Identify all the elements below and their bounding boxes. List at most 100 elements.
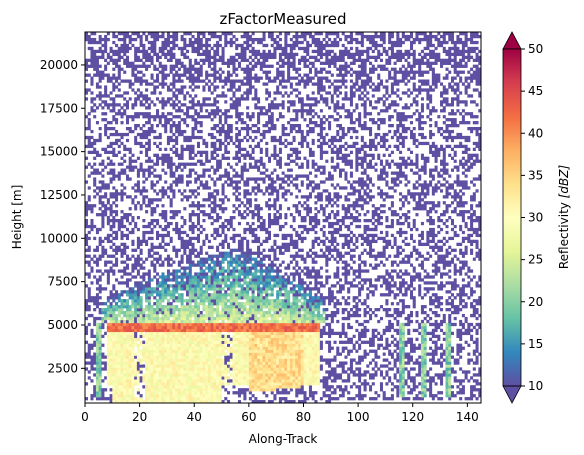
heatmap-cell	[218, 388, 222, 392]
heatmap-cell	[177, 263, 181, 267]
heatmap-cell	[199, 385, 203, 389]
heatmap-cell	[210, 325, 214, 330]
heatmap-cell	[237, 213, 241, 217]
heatmap-cell	[112, 192, 116, 196]
heatmap-cell	[175, 221, 179, 226]
heatmap-cell	[257, 189, 261, 193]
heatmap-cell	[240, 373, 244, 377]
heatmap-cell	[183, 85, 187, 89]
heatmap-cell	[117, 388, 121, 392]
heatmap-cell	[177, 275, 181, 279]
heatmap-cell	[125, 331, 129, 336]
heatmap-cell	[95, 293, 99, 297]
heatmap-cell	[202, 103, 206, 107]
heatmap-cell	[246, 316, 250, 321]
heatmap-cell	[106, 269, 110, 273]
heatmap-cell	[123, 216, 127, 220]
heatmap-cell	[95, 58, 99, 62]
heatmap-cell	[131, 370, 135, 374]
heatmap-cell	[115, 138, 119, 143]
heatmap-cell	[210, 340, 214, 344]
heatmap-cell	[210, 379, 214, 383]
heatmap-cell	[95, 302, 99, 306]
heatmap-cell	[205, 287, 209, 291]
heatmap-cell	[109, 227, 113, 232]
heatmap-cell	[229, 364, 233, 368]
heatmap-cell	[265, 346, 269, 350]
heatmap-cell	[106, 376, 110, 380]
heatmap-cell	[147, 284, 151, 288]
heatmap-cell	[112, 32, 116, 36]
heatmap-cell	[213, 204, 217, 208]
heatmap-cell	[210, 201, 214, 205]
heatmap-cell	[254, 316, 258, 321]
heatmap-cell	[172, 245, 176, 249]
heatmap-cell	[106, 373, 110, 377]
heatmap-cell	[243, 34, 247, 39]
heatmap-cell	[139, 400, 143, 403]
heatmap-cell	[224, 34, 228, 39]
heatmap-cell	[153, 343, 157, 347]
heatmap-cell	[202, 168, 206, 172]
heatmap-cell	[224, 275, 228, 279]
heatmap-cell	[183, 287, 187, 291]
heatmap-cell	[169, 334, 173, 339]
heatmap-cell	[161, 400, 165, 403]
heatmap-cell	[205, 168, 209, 172]
heatmap-cell	[235, 186, 239, 190]
heatmap-cell	[161, 115, 165, 119]
heatmap-cell	[169, 156, 173, 160]
heatmap-cell	[196, 275, 200, 279]
heatmap-cell	[221, 310, 225, 315]
heatmap-cell	[131, 361, 135, 365]
heatmap-cell	[213, 284, 217, 288]
heatmap-cell	[194, 281, 198, 285]
heatmap-cell	[150, 325, 154, 330]
heatmap-cell	[210, 153, 214, 157]
heatmap-cell	[191, 349, 195, 353]
heatmap-cell	[134, 112, 138, 116]
heatmap-cell	[145, 394, 149, 398]
heatmap-cell	[213, 115, 217, 119]
heatmap-cell	[169, 293, 173, 297]
heatmap-cell	[254, 257, 258, 261]
heatmap-cell	[218, 204, 222, 208]
heatmap-cell	[248, 305, 252, 309]
heatmap-cell	[237, 245, 241, 249]
heatmap-cell	[169, 126, 173, 131]
heatmap-cell	[112, 174, 116, 178]
heatmap-cell	[186, 290, 190, 294]
heatmap-cell	[112, 322, 116, 327]
heatmap-cell	[224, 135, 228, 140]
heatmap-cell	[95, 367, 99, 371]
heatmap-cell	[87, 349, 91, 353]
heatmap-cell	[265, 272, 269, 276]
heatmap-cell	[218, 373, 222, 377]
heatmap-cell	[112, 177, 116, 181]
heatmap-cell	[232, 302, 236, 306]
heatmap-cell	[183, 388, 187, 392]
heatmap-cell	[237, 364, 241, 368]
heatmap-cell	[169, 382, 173, 386]
heatmap-cell	[240, 358, 244, 362]
heatmap-cell	[232, 322, 236, 327]
heatmap-cell	[125, 397, 129, 401]
heatmap-cell	[158, 141, 162, 146]
heatmap-cell	[207, 58, 211, 62]
heatmap-cell	[115, 153, 119, 157]
heatmap-cell	[145, 382, 149, 386]
heatmap-cell	[90, 355, 94, 359]
heatmap-cell	[150, 49, 154, 54]
heatmap-cell	[161, 278, 165, 282]
heatmap-cell	[117, 337, 121, 341]
heatmap-cell	[196, 129, 200, 134]
heatmap-cell	[104, 248, 108, 252]
heatmap-cell	[216, 352, 220, 356]
heatmap-cell	[199, 73, 203, 77]
heatmap-cell	[87, 73, 91, 77]
heatmap-cell	[120, 370, 124, 374]
heatmap-cell	[259, 325, 263, 330]
heatmap-cell	[224, 94, 228, 98]
heatmap-cell	[188, 275, 192, 279]
heatmap-cell	[172, 180, 176, 184]
